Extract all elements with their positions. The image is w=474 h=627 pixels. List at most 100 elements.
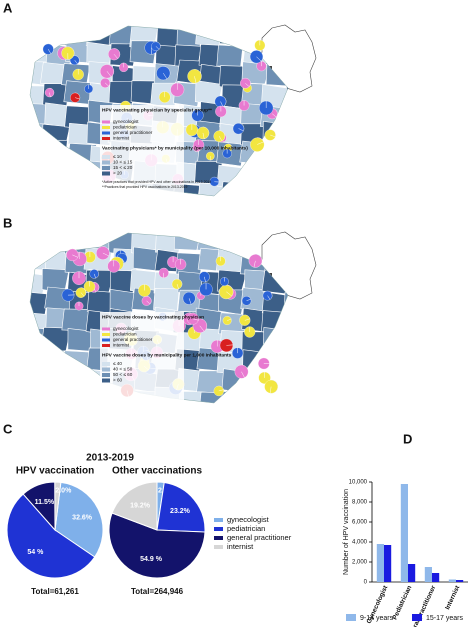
footnote: *Active practices that provided HPV and …	[102, 180, 211, 184]
legend-label: 15 < ≤ 20	[113, 165, 133, 170]
physician-pie	[244, 326, 256, 338]
physician-pie	[175, 259, 186, 270]
municipality	[266, 164, 288, 190]
municipality	[244, 201, 271, 224]
municipality	[242, 392, 270, 403]
municipality	[66, 180, 96, 196]
municipality	[64, 164, 94, 189]
legend-label: pediatrician	[113, 125, 137, 130]
physician-pie	[258, 371, 271, 384]
panel-title: 2013-2019	[86, 453, 134, 464]
municipality	[44, 388, 75, 403]
municipality	[282, 312, 288, 336]
legend-label: pediatrician	[113, 332, 137, 337]
legend-title: HPV vaccine doses by vaccinating physici…	[102, 314, 204, 320]
municipality	[283, 179, 288, 196]
physician-pie	[239, 315, 250, 326]
physician-pie	[84, 84, 94, 94]
municipality	[22, 203, 50, 226]
municipality	[219, 26, 248, 46]
physician-pie	[210, 177, 219, 186]
legend-bg	[100, 105, 184, 200]
municipality	[30, 164, 50, 188]
municipality	[107, 409, 136, 433]
physician-pie	[90, 269, 99, 278]
physician-pie	[263, 291, 272, 300]
physician-pie	[171, 83, 184, 96]
bar	[432, 573, 440, 582]
legend-label: 10 < ≤ 15	[113, 160, 133, 165]
physician-pie	[257, 61, 267, 71]
pie-slice	[156, 481, 206, 533]
municipality	[287, 331, 288, 356]
physician-pie	[215, 105, 227, 118]
legend-label: > 20	[113, 171, 123, 176]
legend-swatch	[102, 171, 110, 176]
physician-pie	[72, 68, 84, 81]
legend-label: general practitioner	[113, 337, 153, 342]
legend-swatch	[214, 527, 223, 531]
legend-swatch	[102, 327, 110, 331]
municipality	[40, 327, 72, 352]
legend-swatch	[214, 536, 223, 540]
physician-pie	[186, 124, 198, 136]
municipality	[175, 409, 203, 432]
legend-swatch	[102, 131, 110, 135]
physician-pie	[250, 138, 264, 152]
municipality	[30, 233, 54, 253]
value-label: 11.5%	[35, 499, 55, 506]
municipality	[30, 291, 49, 316]
bar	[424, 567, 432, 582]
municipality	[42, 162, 68, 187]
municipality	[154, 204, 180, 227]
legend-swatch	[102, 137, 110, 140]
physician-pie	[233, 123, 244, 134]
physician-pie	[138, 284, 151, 297]
legend-label: 50 < ≤ 60	[113, 372, 133, 377]
legend-swatch	[214, 545, 223, 549]
municipality	[195, 26, 223, 48]
municipality	[43, 26, 72, 46]
municipality	[65, 388, 92, 403]
municipality	[238, 409, 265, 432]
pie-slice	[54, 481, 104, 558]
physician-pie	[240, 78, 250, 88]
municipality	[63, 350, 92, 375]
physician-pie	[206, 152, 214, 160]
bar	[400, 484, 408, 582]
municipality	[283, 349, 288, 373]
physician-pie	[44, 88, 54, 98]
municipality	[265, 205, 292, 230]
municipality	[61, 308, 91, 332]
municipality	[30, 145, 46, 170]
legend-title: HPV vaccine doses by municipality per 1,…	[102, 352, 232, 358]
legend-label: 9-14 years	[360, 615, 394, 622]
physician-pie	[265, 380, 278, 393]
physician-pie	[258, 357, 270, 370]
y-tick-label: 2,000	[352, 560, 368, 566]
physician-pie	[96, 247, 109, 260]
y-tick-label: 8,000	[352, 500, 368, 506]
legend-swatch	[102, 362, 110, 366]
physician-pie	[188, 69, 202, 83]
panel-label: C	[3, 421, 13, 436]
physician-pie	[214, 131, 225, 142]
physician-pie	[259, 100, 274, 116]
panel-label: A	[3, 0, 13, 15]
value-label: 32.6%	[72, 515, 93, 522]
legend-swatch	[102, 126, 110, 129]
physician-pie	[199, 272, 209, 282]
physician-pie	[100, 78, 110, 88]
municipality	[198, 411, 225, 433]
physician-pie	[220, 277, 228, 285]
physician-pie	[142, 296, 151, 305]
municipality	[282, 366, 288, 391]
legend-label: gynecologist	[227, 515, 270, 524]
physician-pie	[66, 249, 78, 261]
physician-pie	[214, 386, 224, 396]
legend-swatch	[214, 518, 223, 522]
value-label: 23.2%	[170, 508, 191, 515]
physician-pie	[232, 348, 243, 359]
physician-pie	[223, 316, 232, 325]
